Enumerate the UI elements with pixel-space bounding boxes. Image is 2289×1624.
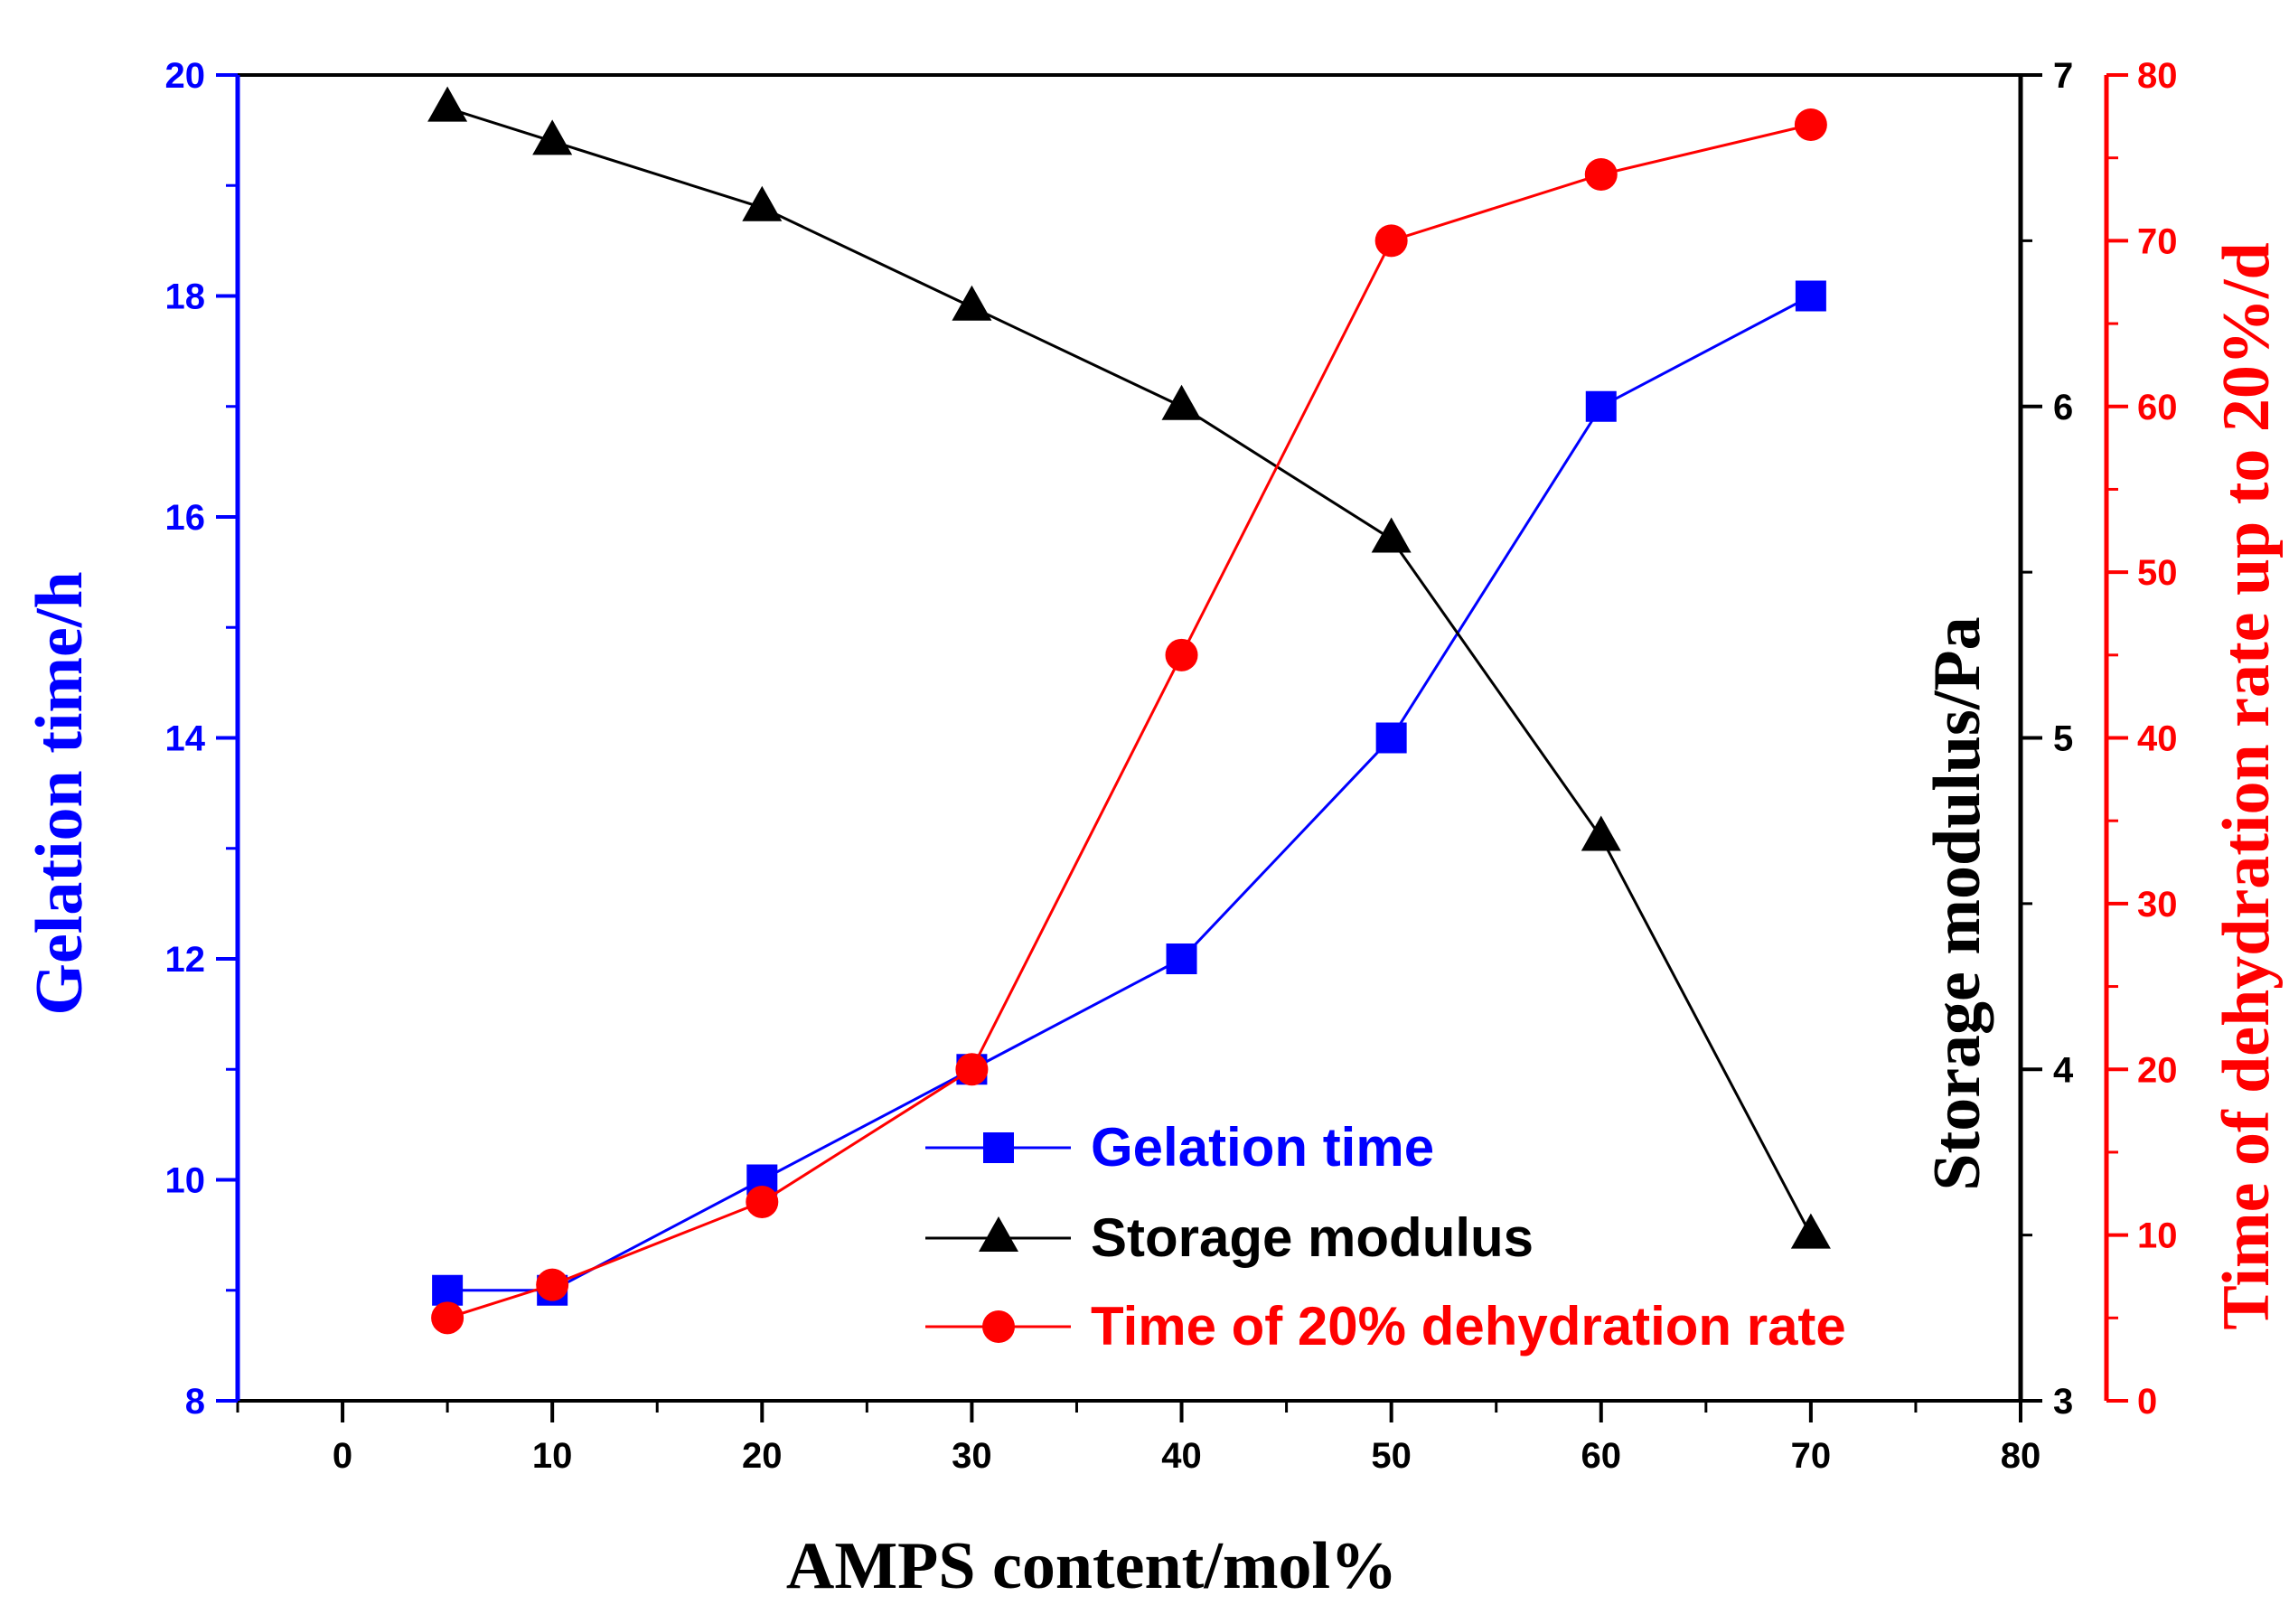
left-tick-label: 20 bbox=[165, 56, 206, 96]
storage-modulus-line bbox=[446, 107, 1813, 1236]
gelation-time-point bbox=[432, 1274, 464, 1306]
dehydration-tick-label: 60 bbox=[2137, 388, 2178, 427]
x-tick-label: 0 bbox=[333, 1436, 352, 1476]
storage-modulus-point bbox=[952, 285, 992, 321]
time-of-20-dehydration-rate-line bbox=[446, 123, 1812, 1319]
storage-modulus-tick-label: 7 bbox=[2053, 56, 2073, 96]
legend-time-of-20-dehydration-rate-marker bbox=[982, 1310, 1015, 1343]
left-axis: 8 10 12 14 16 18 20 bbox=[165, 56, 238, 1422]
legend: Gelation time Storage modulus Time of 20% … bbox=[925, 1117, 1846, 1356]
legend-storage-modulus-label: Storage modulus bbox=[1091, 1207, 1534, 1268]
time-of-20-dehydration-rate-point bbox=[1374, 224, 1408, 258]
time-of-20-dehydration-rate-point bbox=[536, 1268, 569, 1301]
dehydration-tick-label: 10 bbox=[2137, 1216, 2178, 1256]
dehydration-axis: 0 10 20 30 40 50 60 70 80 bbox=[2106, 56, 2178, 1422]
dehydration-tick-label: 70 bbox=[2137, 221, 2178, 261]
dehydration-axis-title: Time of dehydration rate up to 20%/d bbox=[2209, 242, 2284, 1329]
left-axis-title: Gelation time/h bbox=[23, 571, 97, 1015]
x-tick-label: 60 bbox=[1581, 1436, 1622, 1476]
storage-modulus-tick-label: 6 bbox=[2053, 388, 2073, 427]
legend-gelation-time-marker bbox=[983, 1132, 1014, 1163]
time-of-20-dehydration-rate-point bbox=[955, 1053, 989, 1086]
left-tick-label: 8 bbox=[185, 1382, 205, 1422]
dehydration-tick-label: 20 bbox=[2137, 1050, 2178, 1090]
x-axis-title: AMPS content/mol% bbox=[786, 1529, 1397, 1603]
left-tick-label: 14 bbox=[165, 719, 206, 759]
left-tick-label: 16 bbox=[165, 498, 206, 538]
x-tick-label: 30 bbox=[952, 1436, 992, 1476]
time-of-20-dehydration-rate-point bbox=[1584, 158, 1618, 192]
left-tick-label: 18 bbox=[165, 277, 206, 317]
series-layer bbox=[427, 86, 1831, 1335]
left-tick-label: 10 bbox=[165, 1161, 206, 1201]
storage-modulus-point bbox=[1581, 815, 1621, 851]
x-tick-label: 40 bbox=[1161, 1436, 1202, 1476]
storage-modulus-tick-label: 3 bbox=[2053, 1382, 2073, 1422]
storage-modulus-point bbox=[1371, 517, 1412, 553]
gelation-time-point bbox=[1166, 943, 1197, 974]
storage-modulus-tick-label: 5 bbox=[2053, 719, 2073, 759]
time-of-20-dehydration-rate-point bbox=[746, 1185, 779, 1218]
storage-modulus-point bbox=[1161, 384, 1202, 420]
x-tick-label: 50 bbox=[1371, 1436, 1412, 1476]
dehydration-tick-label: 40 bbox=[2137, 719, 2178, 759]
dehydration-tick-label: 0 bbox=[2137, 1382, 2157, 1422]
storage-modulus-point bbox=[742, 185, 783, 221]
x-tick-label: 70 bbox=[1791, 1436, 1832, 1476]
dehydration-tick-label: 50 bbox=[2137, 553, 2178, 593]
x-tick-label: 20 bbox=[742, 1436, 783, 1476]
legend-time-of-20-dehydration-rate-label: Time of 20% dehydration rate bbox=[1091, 1296, 1846, 1356]
gelation-time-point bbox=[1795, 280, 1826, 312]
time-of-20-dehydration-rate-point bbox=[431, 1301, 464, 1335]
time-of-20-dehydration-rate-point bbox=[1165, 638, 1198, 671]
plot-frame bbox=[235, 73, 2109, 1403]
dehydration-tick-label: 80 bbox=[2137, 56, 2178, 96]
dehydration-tick-label: 30 bbox=[2137, 885, 2178, 925]
storage-modulus-point bbox=[427, 86, 468, 122]
storage-modulus-tick-label: 4 bbox=[2053, 1050, 2074, 1090]
x-tick-label: 80 bbox=[2001, 1436, 2041, 1476]
x-tick-label: 10 bbox=[532, 1436, 573, 1476]
storage-modulus-axis-title: Storage modulus/Pa bbox=[1920, 616, 1994, 1190]
legend-storage-modulus-marker bbox=[979, 1216, 1018, 1252]
gelation-time-point bbox=[1585, 390, 1617, 422]
storage-modulus-point bbox=[1790, 1213, 1831, 1249]
left-tick-label: 12 bbox=[165, 940, 206, 980]
storage-modulus-point bbox=[532, 119, 573, 155]
storage-modulus-axis: 3 4 5 6 7 bbox=[2021, 56, 2074, 1422]
gelation-time-point bbox=[1375, 722, 1407, 754]
time-of-20-dehydration-rate-point bbox=[1794, 108, 1827, 142]
legend-gelation-time-label: Gelation time bbox=[1091, 1117, 1434, 1178]
x-axis: 0 10 20 30 40 50 60 70 80 bbox=[236, 1401, 2041, 1476]
